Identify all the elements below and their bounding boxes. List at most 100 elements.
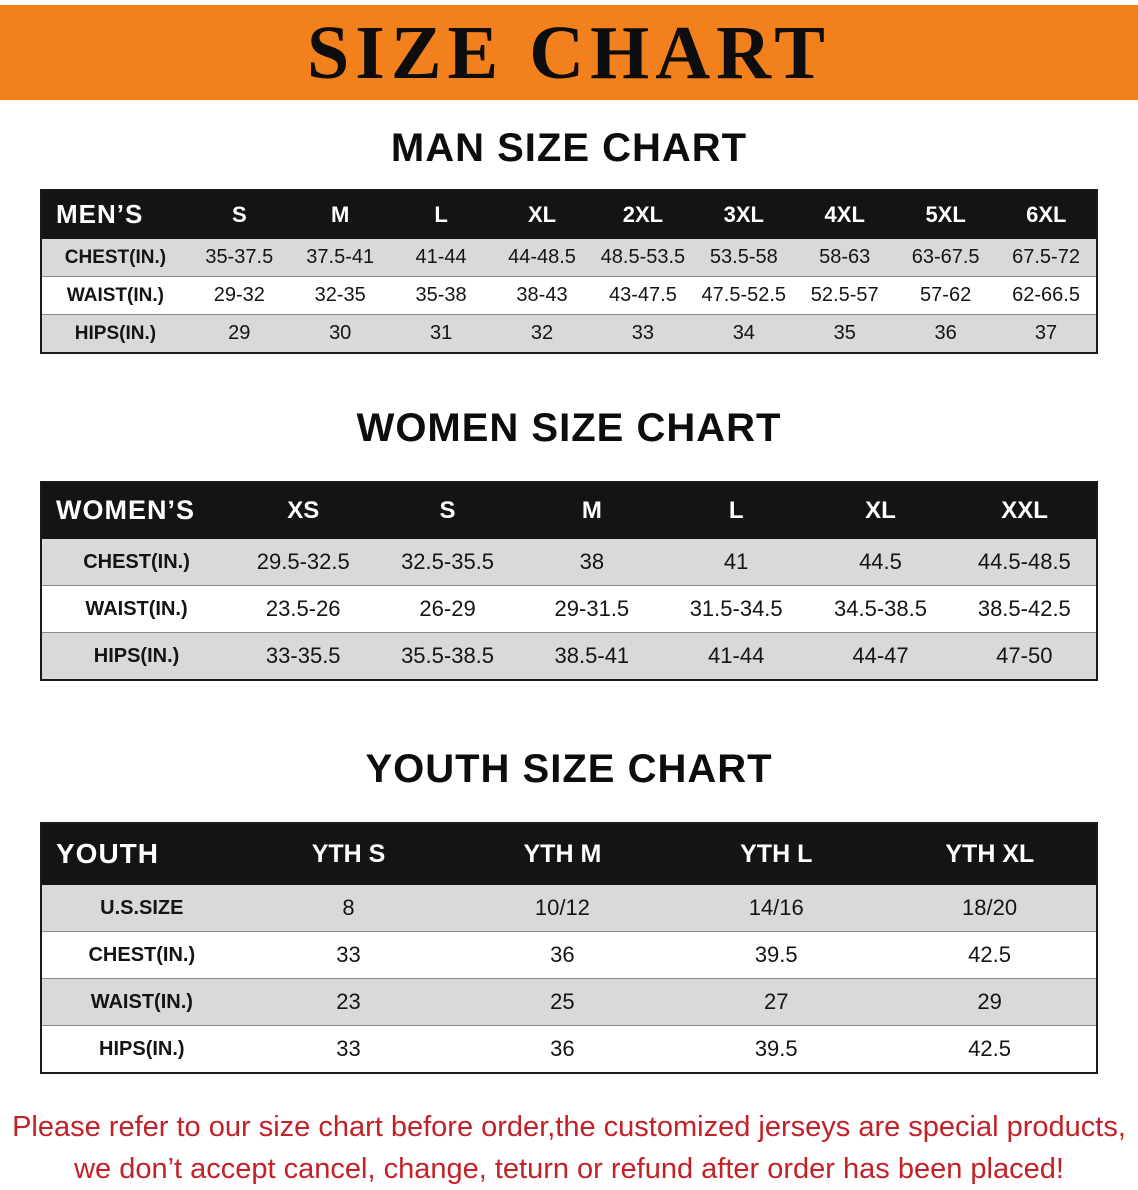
value-cell: 52.5-57 [794,276,896,315]
value-cell: 25 [455,978,670,1026]
value-cell: 8 [241,884,456,932]
value-cell: 48.5-53.5 [592,238,694,277]
table-row: HIPS(IN.) 33-35.5 35.5-38.5 38.5-41 41-44 44-… [41,632,1097,680]
value-cell: 41 [664,538,809,586]
size-header-cell: M [519,481,665,539]
value-cell: 62-66.5 [996,276,1097,315]
value-cell: 14/16 [669,884,884,932]
youth-size-table-body: U.S.SIZE 8 10/12 14/16 18/20 CHEST(IN.) 33 36 39… [41,884,1097,1073]
value-cell: 67.5-72 [996,238,1097,277]
value-cell: 39.5 [669,1025,884,1073]
value-cell: 34.5-38.5 [808,585,953,633]
table-row: HIPS(IN.) 33 36 39.5 42.5 [41,1025,1097,1073]
value-cell: 38.5-41 [519,632,665,680]
size-header-cell: 6XL [995,189,1098,239]
women-size-table-head: WOMEN’S XS S M L XL XXL [40,481,1098,539]
value-cell: 29 [188,314,290,353]
header-row: YOUTH YTH S YTH M YTH L YTH XL [40,822,1098,885]
value-cell: 18/20 [883,884,1097,932]
youth-size-chart-title: YOUTH SIZE CHART [365,747,773,791]
value-cell: 29-32 [188,276,290,315]
disclaimer-line-2: we don’t accept cancel, change, teturn o… [74,1153,1064,1186]
row-label-cell: HIPS(IN.) [41,632,232,680]
value-cell: 44-47 [808,632,953,680]
value-cell: 39.5 [669,931,884,979]
value-cell: 57-62 [895,276,997,315]
value-cell: 42.5 [883,931,1097,979]
row-label-cell: WAIST(IN.) [41,585,232,633]
table-row: CHEST(IN.) 35-37.5 37.5-41 41-44 44-48.5 48.5… [41,238,1097,277]
man-size-table-head: MEN’S S M L XL 2XL 3XL 4XL 5XL 6XL [40,189,1098,239]
size-header-cell: YTH L [668,822,884,885]
size-header-cell: L [390,189,493,239]
size-header-cell: XXL [952,481,1098,539]
row-label-cell: CHEST(IN.) [41,538,232,586]
size-header-cell: M [289,189,392,239]
row-label-cell: CHEST(IN.) [41,238,189,277]
value-cell: 47-50 [952,632,1097,680]
value-cell: 53.5-58 [693,238,795,277]
table-row: WAIST(IN.) 29-32 32-35 35-38 38-43 43-47.5 47.… [41,276,1097,315]
value-cell: 31 [390,314,492,353]
value-cell: 44-48.5 [491,238,593,277]
value-cell: 23.5-26 [231,585,376,633]
disclaimer-line-1: Please refer to our size chart before or… [12,1111,1126,1143]
value-cell: 29-31.5 [519,585,665,633]
row-label-cell: HIPS(IN.) [41,314,189,353]
size-header-cell: YTH XL [882,822,1098,885]
table-title-cell: MEN’S [40,189,190,239]
row-label-cell: U.S.SIZE [41,884,242,932]
size-chart-banner: SIZE CHART [0,5,1138,100]
youth-size-table: YOUTH YTH S YTH M YTH L YTH XL U.S.SIZE 8 10/1… [40,822,1098,1074]
man-size-table: MEN’S S M L XL 2XL 3XL 4XL 5XL 6XL CHEST(IN.) 35-3… [40,189,1098,354]
man-size-table-body: CHEST(IN.) 35-37.5 37.5-41 41-44 44-48.5 48.5… [41,238,1097,353]
value-cell: 23 [241,978,456,1026]
row-label-cell: WAIST(IN.) [41,276,189,315]
value-cell: 37 [996,314,1097,353]
value-cell: 38.5-42.5 [952,585,1097,633]
size-header-cell: S [374,481,521,539]
value-cell: 10/12 [455,884,670,932]
value-cell: 35 [794,314,896,353]
youth-size-table-head: YOUTH YTH S YTH M YTH L YTH XL [40,822,1098,885]
value-cell: 44.5 [808,538,953,586]
size-header-cell: 4XL [793,189,896,239]
value-cell: 35-38 [390,276,492,315]
value-cell: 31.5-34.5 [664,585,809,633]
table-row: CHEST(IN.) 29.5-32.5 32.5-35.5 38 41 44.5 44.5… [41,538,1097,586]
size-header-cell: 5XL [894,189,997,239]
table-row: WAIST(IN.) 23.5-26 26-29 29-31.5 31.5-34.5 34… [41,585,1097,633]
value-cell: 38 [519,538,665,586]
value-cell: 34 [693,314,795,353]
value-cell: 32 [491,314,593,353]
size-header-cell: XS [230,481,376,539]
value-cell: 36 [455,931,670,979]
table-row: CHEST(IN.) 33 36 39.5 42.5 [41,931,1097,979]
value-cell: 33 [241,1025,456,1073]
banner-title: SIZE CHART [306,10,831,95]
size-header-cell: 3XL [692,189,795,239]
value-cell: 26-29 [375,585,520,633]
value-cell: 33-35.5 [231,632,376,680]
table-title-cell: YOUTH [40,822,243,885]
size-header-cell: L [663,481,809,539]
value-cell: 33 [241,931,456,979]
value-cell: 32-35 [289,276,391,315]
size-header-cell: XL [807,481,954,539]
value-cell: 44.5-48.5 [952,538,1097,586]
value-cell: 33 [592,314,694,353]
value-cell: 35-37.5 [188,238,290,277]
women-size-table-body: CHEST(IN.) 29.5-32.5 32.5-35.5 38 41 44.5 44.5… [41,538,1097,680]
value-cell: 36 [895,314,997,353]
size-header-cell: XL [491,189,593,239]
value-cell: 47.5-52.5 [693,276,795,315]
size-header-cell: YTH S [241,822,456,885]
value-cell: 43-47.5 [592,276,694,315]
value-cell: 37.5-41 [289,238,391,277]
size-header-cell: S [188,189,291,239]
table-row: HIPS(IN.) 29 30 31 32 33 34 35 36 37 [41,314,1097,353]
value-cell: 30 [289,314,391,353]
value-cell: 32.5-35.5 [375,538,520,586]
size-header-cell: YTH M [454,822,670,885]
value-cell: 29.5-32.5 [231,538,376,586]
